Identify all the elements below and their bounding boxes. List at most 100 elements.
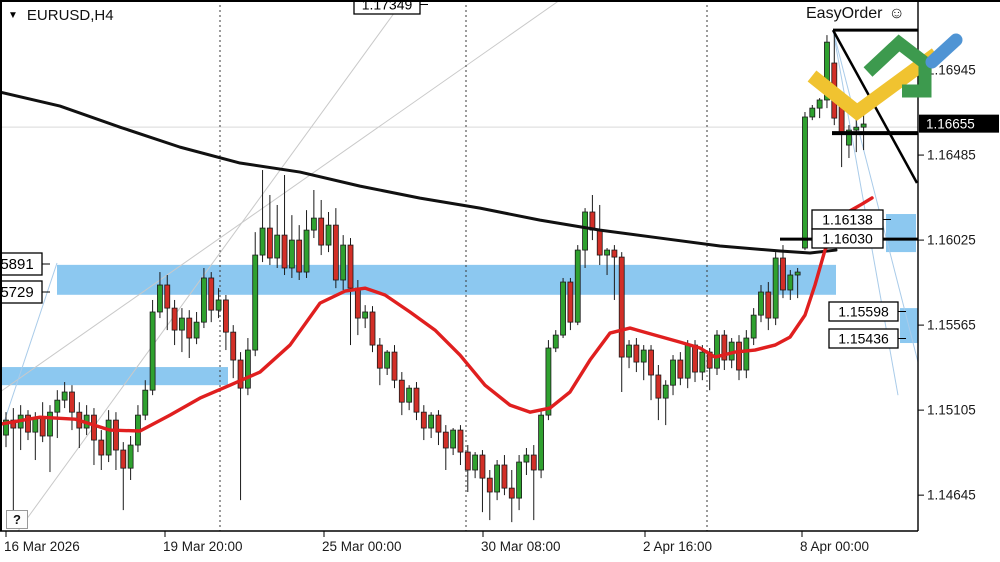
supply-zone-mid[interactable] [57, 264, 836, 295]
front-lines-group [780, 28, 919, 241]
price-line-label[interactable]: 1.16030 [811, 228, 891, 249]
candle-bullish [750, 314, 757, 339]
candle-bearish [479, 454, 486, 479]
candle-bullish [604, 249, 610, 256]
candle-bullish [860, 123, 867, 128]
candle-bullish [545, 347, 552, 416]
candle-bearish [413, 387, 420, 413]
zones-group [0, 214, 918, 386]
price-line-label[interactable]: 1.16138 [811, 209, 891, 230]
brand-text: EasyOrder [806, 5, 883, 22]
candle-bullish [32, 417, 39, 433]
candle-bullish [3, 419, 9, 436]
candle-bullish [494, 464, 501, 493]
price-line-label[interactable]: 1.15436 [828, 328, 906, 349]
price-label-text: 5729 [0, 284, 33, 301]
candle-bullish [215, 299, 222, 311]
current-price-text: 1.16655 [926, 117, 975, 132]
price-label-text: 5891 [0, 256, 33, 273]
candle-bullish [640, 349, 647, 363]
candle-bullish [274, 234, 281, 259]
logo-green-zigzag [863, 34, 932, 98]
y-axis-label: 1.14645 [927, 488, 976, 503]
price-line-label[interactable]: 1.15598 [828, 301, 906, 322]
candle-bullish [846, 129, 852, 146]
candle-bearish [69, 391, 75, 413]
candle-bullish [61, 391, 68, 401]
period-separators-group [219, 0, 708, 531]
price-labels-group: 1.17349 1.16138 1.16030 1.15598 1.15436 5891 5… [0, 0, 906, 349]
candle-bullish [523, 454, 530, 463]
candle-bullish [303, 229, 310, 273]
axes-group: 1.16945 1.16485 1.16025 1.15565 1.15105 1.146… [0, 0, 976, 554]
price-line-label[interactable]: 5891 [0, 252, 50, 276]
x-axis-label: 30 Mar 08:00 [481, 539, 561, 554]
zone-right-upper[interactable] [886, 214, 916, 253]
candle-bearish [120, 449, 127, 469]
candle-bearish [618, 256, 625, 358]
candle-bearish [296, 239, 303, 273]
price-label-text: 1.15598 [838, 304, 889, 320]
candle-bullish [472, 454, 479, 471]
price-label-text: 1.16030 [822, 231, 873, 247]
candle-bearish [25, 414, 31, 433]
candle-bullish [428, 414, 435, 429]
price-label-text: 1.16138 [822, 212, 873, 228]
chevron-down-icon[interactable]: ▼ [8, 9, 18, 21]
candle-bearish [765, 291, 772, 319]
candle-bearish [91, 414, 97, 441]
help-button[interactable]: ? [6, 510, 28, 529]
candle-bearish [435, 414, 442, 433]
candle-bearish [508, 487, 515, 499]
candle-bearish [376, 344, 383, 369]
gray-trendline-2 [0, 0, 561, 393]
candle-bullish [758, 291, 764, 316]
symbol-label: EURUSD,H4 [26, 7, 114, 24]
y-axis-label: 1.16945 [927, 63, 976, 78]
current-price-bg [919, 114, 999, 133]
candle-bearish [98, 439, 105, 456]
candle-bearish [655, 374, 662, 399]
candle-bullish [157, 284, 163, 313]
ma-slow-black [0, 90, 838, 255]
y-axis-label: 1.16485 [927, 148, 976, 163]
candle-bullish [47, 411, 53, 437]
candle-bullish [824, 41, 830, 101]
candle-bearish [457, 429, 464, 453]
candle-bearish [464, 451, 471, 471]
candle-bearish [237, 359, 244, 389]
candle-bearish [721, 334, 728, 361]
candle-bearish [281, 234, 288, 269]
price-line-label[interactable]: 5729 [0, 280, 50, 304]
candle-bullish [772, 257, 779, 319]
symbol-header[interactable]: ▼ EURUSD,H4 [8, 7, 114, 24]
candle-bearish [113, 419, 119, 451]
candle-bullish [560, 281, 566, 336]
candle-bullish [450, 429, 457, 449]
candle-bearish [486, 477, 493, 493]
candle-bearish [391, 351, 398, 381]
logo-blue-tip [925, 33, 963, 69]
candle-bullish [787, 274, 794, 291]
candle-bullish [362, 311, 369, 319]
y-axis-label: 1.15565 [927, 318, 976, 333]
demand-zone-left[interactable] [0, 367, 228, 386]
y-axis-label: 1.16025 [927, 233, 976, 248]
candle-bullish [582, 211, 588, 251]
y-axis-label: 1.15105 [927, 403, 976, 418]
price-line-label[interactable]: 1.17349 [353, 0, 428, 15]
smiley-icon: ☺ [888, 5, 905, 22]
window-border-left [0, 0, 2, 531]
candle-bearish [567, 281, 574, 323]
candle-bullish [142, 389, 149, 416]
candle-bullish [794, 271, 801, 276]
candle-bearish [347, 244, 354, 289]
candle-bearish [692, 344, 698, 373]
current-price-badge: 1.16655 [919, 114, 999, 133]
candle-bearish [420, 411, 427, 429]
candle-bearish [222, 299, 229, 333]
candle-bullish [105, 419, 112, 456]
left-blue-trendline [2, 262, 58, 426]
candle-bullish [699, 351, 706, 373]
